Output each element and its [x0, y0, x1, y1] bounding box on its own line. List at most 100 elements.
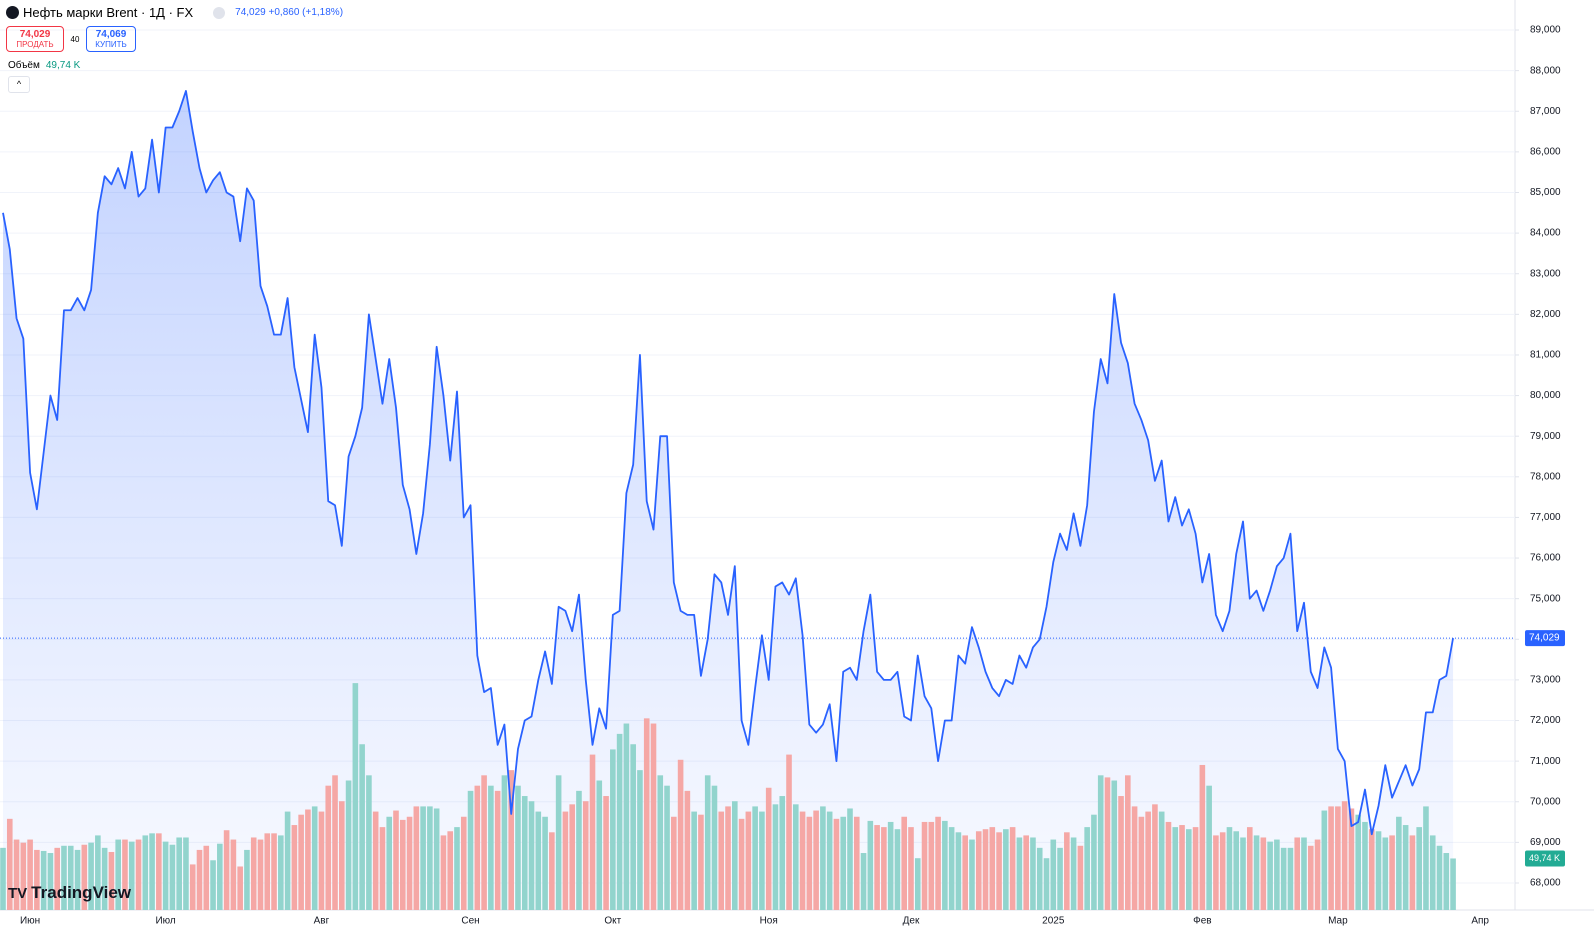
volume-bar — [623, 723, 630, 910]
volume-bar — [291, 825, 298, 910]
volume-bar — [1057, 847, 1063, 910]
volume-bar — [196, 849, 203, 910]
volume-bar — [67, 845, 74, 910]
volume-bar — [738, 818, 745, 910]
buy-label: КУПИТЬ — [95, 40, 127, 49]
x-tick-label: Фев — [1193, 916, 1211, 927]
volume-bar — [535, 811, 542, 910]
volume-bar — [725, 806, 731, 910]
volume-bar — [1260, 837, 1267, 910]
collapse-icon[interactable] — [213, 6, 226, 19]
volume-bar — [528, 801, 535, 910]
volume-bar — [264, 833, 271, 910]
volume-bar — [745, 811, 752, 910]
volume-bar — [806, 816, 813, 910]
y-tick-label: 81,000 — [1530, 350, 1561, 361]
volume-bar — [142, 835, 149, 910]
volume-bar — [311, 806, 318, 910]
volume-bar — [1355, 814, 1361, 910]
volume-bar — [779, 796, 786, 910]
volume-bar — [1321, 810, 1328, 910]
buy-button[interactable]: 74,069 КУПИТЬ — [86, 26, 136, 52]
volume-bar — [752, 806, 758, 910]
volume-bar — [1138, 816, 1145, 910]
y-tick-label: 71,000 — [1530, 756, 1561, 767]
volume-bar — [1125, 775, 1131, 910]
volume-bar — [894, 829, 901, 910]
volume-bar — [650, 723, 657, 910]
volume-bar — [74, 849, 81, 910]
volume-bar — [732, 801, 738, 910]
volume-bar — [549, 832, 555, 910]
volume-bar — [1145, 811, 1151, 910]
volume-bar — [1267, 841, 1273, 910]
volume-bar — [284, 811, 291, 910]
volume-bar — [366, 775, 372, 910]
volume-bar — [786, 754, 792, 910]
volume-bar — [20, 842, 27, 910]
volume-bar — [27, 839, 33, 910]
price-line — [2, 90, 1454, 836]
volume-bar — [217, 843, 223, 910]
volume-bar — [887, 821, 894, 910]
quote: 74,029 +0,860 (+1,18%) — [235, 7, 344, 18]
volume-bar — [792, 804, 799, 910]
volume-bar — [820, 806, 826, 910]
volume-bar — [427, 806, 433, 910]
volume-bar — [1341, 801, 1348, 910]
volume-bar — [1402, 825, 1409, 910]
volume-bar — [1409, 835, 1416, 910]
volume-bar — [881, 827, 887, 910]
price-area — [3, 90, 1454, 910]
volume-bar — [1335, 806, 1341, 910]
volume-bar — [345, 780, 352, 910]
volume-bar — [176, 837, 182, 910]
volume-bar — [1362, 821, 1368, 910]
y-tick-label: 87,000 — [1530, 106, 1561, 117]
volume-bar — [54, 847, 61, 910]
volume-bar — [298, 814, 304, 910]
volume-bar — [1375, 831, 1382, 910]
volume-bar — [1396, 816, 1402, 910]
volume-last-label: 49,74 K — [1529, 853, 1560, 863]
volume-bar — [1036, 847, 1043, 910]
volume-bar — [122, 839, 128, 910]
volume-bar — [630, 744, 636, 910]
volume-bar — [914, 858, 921, 910]
volume-bar — [1436, 845, 1443, 910]
volume-bar — [460, 816, 467, 910]
volume-bar — [115, 839, 121, 910]
volume-bar — [1179, 825, 1185, 910]
volume-bar — [481, 775, 487, 910]
volume-bar — [691, 811, 697, 910]
volume-bar — [1104, 777, 1111, 910]
collapse-button[interactable]: ^ — [8, 76, 30, 93]
volume-bar — [101, 847, 108, 910]
symbol-title[interactable]: Нефть марки Brent · 1Д · FX — [23, 5, 194, 20]
volume-bar — [1152, 804, 1158, 910]
volume-bar — [467, 790, 474, 910]
volume-bar — [589, 754, 596, 910]
volume-bar — [156, 833, 162, 910]
volume-bar — [406, 816, 413, 910]
volume-bar — [244, 849, 250, 910]
volume-bar — [643, 718, 650, 910]
volume-bar — [440, 835, 447, 910]
volume-bar — [488, 785, 494, 910]
volume-bar — [664, 785, 670, 910]
volume-bar — [352, 683, 359, 910]
sell-button[interactable]: 74,029 ПРОДАТЬ — [6, 26, 64, 52]
volume-bar — [962, 835, 968, 910]
volume-bar — [867, 820, 874, 910]
volume-bar — [88, 842, 94, 910]
volume-bar — [1280, 847, 1287, 910]
volume-bar — [989, 827, 996, 910]
volume-bar — [305, 809, 311, 910]
sell-price: 74,029 — [19, 29, 51, 40]
volume-bar — [386, 816, 393, 910]
volume-bar — [6, 818, 13, 910]
volume-bar — [928, 821, 935, 910]
